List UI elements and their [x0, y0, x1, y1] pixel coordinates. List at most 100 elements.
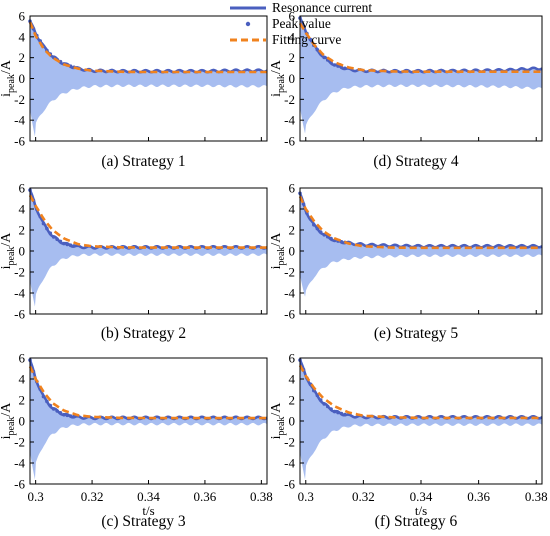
y-tick-label: 6	[289, 351, 296, 366]
fitting-curve-line	[298, 195, 542, 250]
y-axis-label-unit: /A	[269, 59, 284, 74]
resonance-fill	[30, 21, 267, 137]
x-axis-label: t/s	[142, 503, 154, 518]
y-tick-label: -4	[14, 286, 25, 301]
y-tick-label: -6	[284, 134, 295, 149]
y-tick-label: 6	[289, 9, 296, 24]
peak-value-point	[65, 413, 69, 418]
y-tick-label: 2	[19, 223, 26, 238]
peak-value-point	[301, 202, 306, 206]
y-tick-label: -6	[284, 307, 295, 322]
y-tick-label: -4	[14, 456, 25, 471]
fitting-curve-line	[28, 365, 267, 420]
peak-value-point	[329, 407, 333, 411]
peak-value-point	[332, 63, 337, 67]
panel-caption: (b) Strategy 2	[101, 325, 186, 342]
y-axis-label-main: i	[269, 93, 284, 97]
resonance-current-line	[298, 359, 543, 420]
x-tick-label: 0.3	[298, 489, 314, 504]
resonance-fill	[300, 18, 542, 134]
peak-value-point	[312, 223, 316, 227]
y-tick-label: 4	[289, 372, 296, 387]
y-axis-label-unit: /A	[269, 232, 284, 247]
peak-value-point	[322, 55, 327, 60]
peak-value-point	[41, 394, 46, 399]
y-axis-label-main: i	[0, 93, 14, 97]
y-tick-label: 2	[289, 393, 296, 408]
y-tick-label: 6	[19, 181, 26, 196]
y-tick-label: 0	[289, 244, 296, 259]
y-tick-label: -4	[284, 113, 295, 128]
x-tick-label: 0.38	[525, 489, 548, 504]
peak-value-point	[318, 230, 323, 234]
fitting-curve-line	[298, 364, 542, 420]
y-axis-label-sub: peak	[6, 247, 17, 266]
y-tick-label: 2	[19, 50, 26, 65]
resonance-fill	[300, 193, 542, 297]
peak-value-point	[48, 403, 53, 408]
peak-value-point	[62, 412, 66, 417]
x-tick-label: 0.34	[410, 489, 433, 504]
y-tick-label: 4	[289, 202, 296, 217]
panel-e: 6 4 2 0 -2 -4 -6 ipeak/A (e) Strategy 5	[269, 181, 543, 342]
fitting-curve-line	[28, 21, 267, 74]
x-tick-label: 0.38	[250, 489, 273, 504]
x-axis-label: t/s	[415, 503, 427, 518]
y-axis-label-main: i	[0, 435, 14, 439]
panel-c: 6 4 2 0 -2 -4 -60.3 0.32 0.34 0.36 0.38 ipeak/A t/s(…	[0, 351, 273, 531]
peak-value-point	[41, 221, 46, 226]
peak-value-point	[55, 237, 59, 241]
y-tick-label: -6	[14, 134, 25, 149]
y-tick-label: 2	[289, 223, 296, 238]
peak-value-point	[45, 399, 49, 404]
fitting-curve-line	[28, 194, 267, 249]
resonance-fill	[30, 360, 267, 480]
y-axis-label-unit: /A	[0, 59, 14, 74]
peak-value-point	[58, 411, 63, 415]
y-tick-label: 2	[289, 50, 296, 65]
legend-swatch-peak	[245, 21, 251, 27]
panel-caption: (f) Strategy 6	[375, 513, 458, 530]
peak-value-point	[38, 39, 42, 43]
legend-label: Peak value	[272, 16, 331, 31]
y-axis-label-sub: peak	[6, 417, 17, 436]
x-tick-label: 0.32	[352, 489, 375, 504]
y-axis-label-sub: peak	[276, 247, 287, 266]
peak-value-point	[343, 412, 347, 417]
peak-value-point	[318, 398, 323, 402]
y-axis-label-unit: /A	[0, 402, 14, 417]
y-tick-label: -6	[14, 477, 25, 492]
peak-value-point	[68, 414, 73, 418]
peak-value-point	[58, 239, 63, 244]
peak-value-point	[332, 409, 337, 414]
peak-value-point	[325, 404, 330, 409]
y-tick-label: -2	[14, 92, 25, 107]
y-axis-label: ipeak/A	[0, 232, 17, 270]
panel-caption: (c) Strategy 3	[101, 513, 186, 530]
y-tick-label: 0	[289, 414, 296, 429]
y-tick-label: 4	[289, 29, 296, 44]
y-tick-label: -2	[284, 265, 295, 280]
y-axis-label: ipeak/A	[269, 59, 287, 97]
y-tick-label: -2	[284, 435, 295, 450]
legend-label: Fitting curve	[272, 32, 341, 47]
x-tick-label: 0.36	[194, 489, 217, 504]
peak-value-point	[68, 243, 73, 247]
panel-b: 6 4 2 0 -2 -4 -6 ipeak/A (b) Strategy 2	[0, 181, 268, 342]
y-axis-label-sub: peak	[276, 417, 287, 436]
y-axis-label-unit: /A	[0, 232, 14, 247]
y-axis-label-main: i	[0, 265, 14, 269]
y-tick-label: -4	[284, 286, 295, 301]
y-axis-label: ipeak/A	[269, 232, 287, 270]
y-tick-label: -6	[284, 477, 295, 492]
fitting-curve-line	[298, 22, 542, 73]
y-axis-label: ipeak/A	[0, 59, 17, 97]
peak-value-point	[315, 47, 320, 52]
y-tick-label: 0	[19, 71, 26, 86]
legend-label: Resonance current	[272, 0, 372, 15]
panel-caption: (e) Strategy 5	[374, 325, 459, 342]
panel-caption: (a) Strategy 1	[101, 153, 185, 170]
y-tick-label: 6	[19, 351, 26, 366]
y-axis-label-unit: /A	[269, 402, 284, 417]
panel-caption: (d) Strategy 4	[373, 153, 458, 170]
